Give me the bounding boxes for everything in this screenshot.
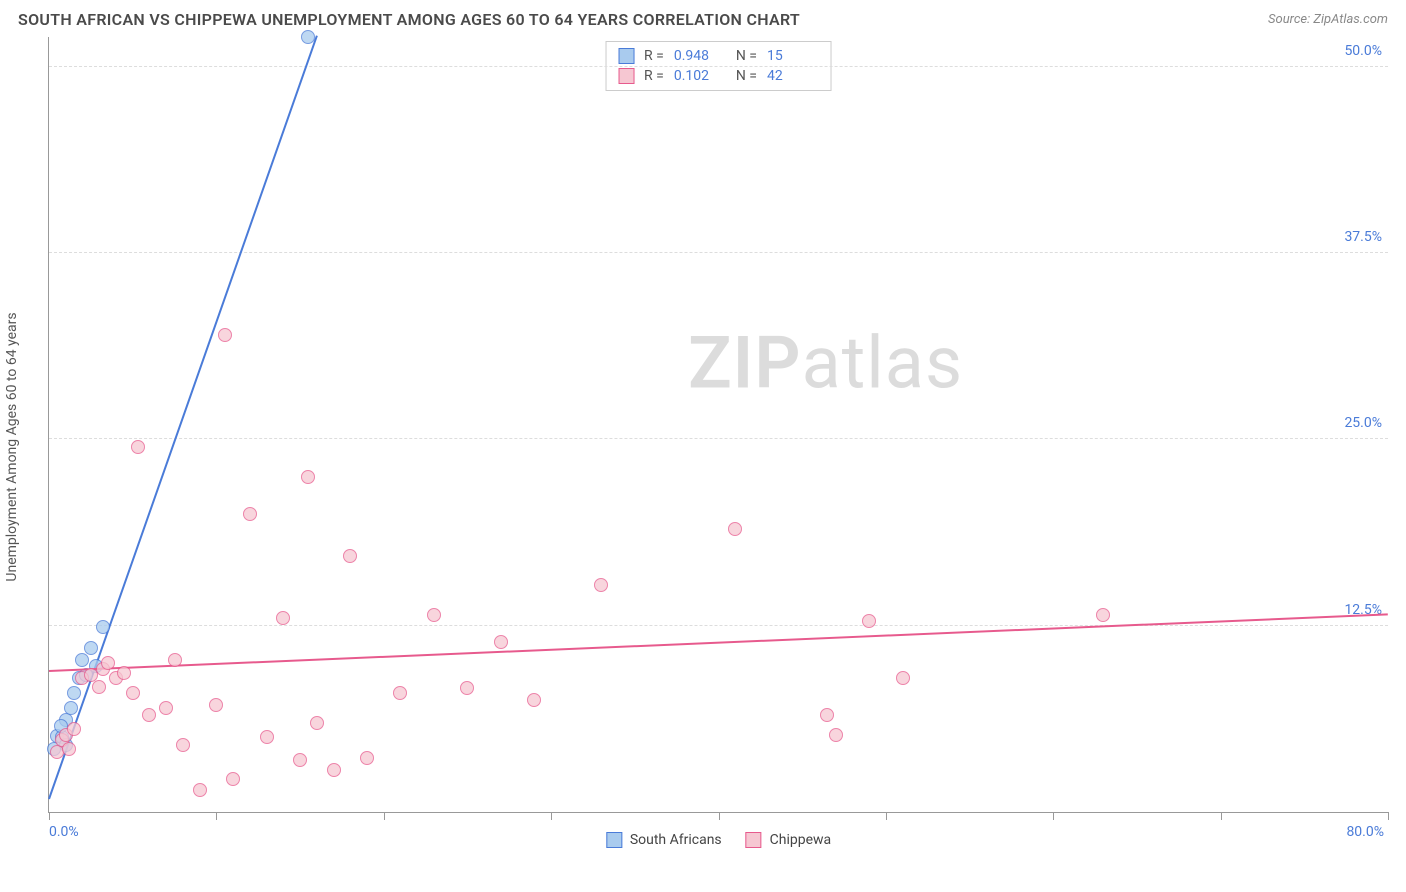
data-point <box>193 783 207 797</box>
data-point <box>1096 608 1110 622</box>
data-point <box>126 686 140 700</box>
plot-region: ZIPatlas R =0.948N =15R =0.102N =42 Sout… <box>48 37 1388 813</box>
x-tick <box>1388 812 1389 820</box>
data-point <box>393 686 407 700</box>
data-point <box>67 686 81 700</box>
legend-swatch <box>618 68 634 84</box>
data-point <box>360 751 374 765</box>
data-point <box>75 653 89 667</box>
data-point <box>862 614 876 628</box>
data-point <box>310 716 324 730</box>
x-tick <box>551 812 552 820</box>
legend-swatch <box>606 832 622 848</box>
n-value: 15 <box>767 48 819 64</box>
watermark: ZIPatlas <box>688 320 963 405</box>
data-point <box>293 753 307 767</box>
n-value: 42 <box>767 68 819 84</box>
gridline <box>49 252 1388 253</box>
regression-line <box>49 613 1388 672</box>
r-label: R = <box>644 48 664 64</box>
data-point <box>243 507 257 521</box>
data-point <box>96 620 110 634</box>
data-point <box>159 701 173 715</box>
x-tick <box>216 812 217 820</box>
legend-swatch <box>618 48 634 64</box>
data-point <box>460 681 474 695</box>
legend-label: South Africans <box>630 832 722 848</box>
y-tick-label: 25.0% <box>1344 415 1382 431</box>
n-label: N = <box>736 48 757 64</box>
gridline <box>49 66 1388 67</box>
data-point <box>301 470 315 484</box>
data-point <box>142 708 156 722</box>
x-max-label: 80.0% <box>1346 824 1384 840</box>
x-tick <box>49 812 50 820</box>
x-tick <box>1221 812 1222 820</box>
y-axis-label: Unemployment Among Ages 60 to 64 years <box>4 312 20 581</box>
data-point <box>527 693 541 707</box>
chart-header: SOUTH AFRICAN VS CHIPPEWA UNEMPLOYMENT A… <box>0 0 1406 37</box>
data-point <box>117 666 131 680</box>
data-point <box>301 30 315 44</box>
r-label: R = <box>644 68 664 84</box>
legend-label: Chippewa <box>770 832 832 848</box>
x-tick <box>886 812 887 820</box>
data-point <box>226 772 240 786</box>
data-point <box>427 608 441 622</box>
data-point <box>62 742 76 756</box>
n-label: N = <box>736 68 757 84</box>
data-point <box>84 641 98 655</box>
regression-line <box>48 36 318 800</box>
data-point <box>728 522 742 536</box>
legend-item: South Africans <box>606 832 722 848</box>
y-tick-label: 37.5% <box>1344 229 1382 245</box>
r-value: 0.102 <box>674 68 726 84</box>
data-point <box>276 611 290 625</box>
data-point <box>168 653 182 667</box>
r-value: 0.948 <box>674 48 726 64</box>
series-legend: South Africans Chippewa <box>606 832 831 848</box>
gridline <box>49 438 1388 439</box>
legend-item: Chippewa <box>746 832 832 848</box>
y-tick-label: 50.0% <box>1344 43 1382 59</box>
data-point <box>594 578 608 592</box>
chart-title: SOUTH AFRICAN VS CHIPPEWA UNEMPLOYMENT A… <box>18 10 800 29</box>
data-point <box>67 722 81 736</box>
chart-area: Unemployment Among Ages 60 to 64 years Z… <box>48 37 1388 857</box>
legend-row: R = 0.102 N = 42 <box>618 66 819 86</box>
data-point <box>494 635 508 649</box>
gridline <box>49 625 1388 626</box>
data-point <box>92 680 106 694</box>
chart-source: Source: ZipAtlas.com <box>1268 12 1388 27</box>
data-point <box>896 671 910 685</box>
data-point <box>218 328 232 342</box>
data-point <box>820 708 834 722</box>
x-tick <box>719 812 720 820</box>
x-tick <box>1053 812 1054 820</box>
legend-row: R = 0.948 N = 15 <box>618 46 819 66</box>
watermark-bold: ZIP <box>688 320 801 405</box>
data-point <box>209 698 223 712</box>
data-point <box>131 440 145 454</box>
data-point <box>343 549 357 563</box>
data-point <box>327 763 341 777</box>
data-point <box>829 728 843 742</box>
legend-swatch <box>746 832 762 848</box>
data-point <box>101 656 115 670</box>
data-point <box>176 738 190 752</box>
data-point <box>260 730 274 744</box>
data-point <box>64 701 78 715</box>
x-min-label: 0.0% <box>49 824 79 840</box>
x-tick <box>384 812 385 820</box>
watermark-light: atlas <box>802 320 964 405</box>
